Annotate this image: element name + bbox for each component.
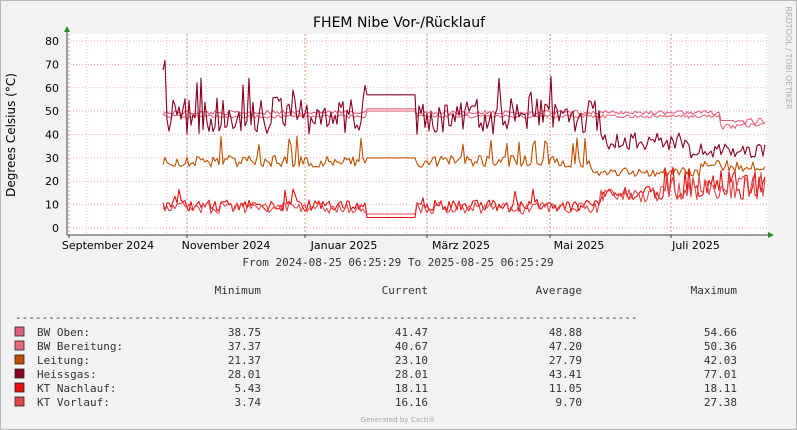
- series-line-heissgas: [162, 59, 766, 159]
- x-axis-arrow: [768, 232, 774, 238]
- legend-value-average: 27.79: [549, 354, 582, 367]
- legend-swatch: [14, 396, 25, 407]
- series-line-bw-oben: [162, 108, 766, 126]
- header-average: Average: [536, 284, 582, 297]
- legend-value-minimum: 21.37: [228, 354, 261, 367]
- legend-value-minimum: 3.74: [235, 396, 262, 409]
- x-tick-label: Mai 2025: [554, 239, 605, 252]
- header-current: Current: [382, 284, 428, 297]
- legend-value-current: 41.47: [395, 326, 428, 339]
- legend-value-current: 40.67: [395, 340, 428, 353]
- grid: [67, 34, 768, 235]
- legend-value-average: 11.05: [549, 382, 582, 395]
- legend-value-minimum: 5.43: [235, 382, 262, 395]
- x-tick-label: November 2024: [182, 239, 271, 252]
- series-layer: [162, 59, 766, 219]
- legend-value-average: 43.41: [549, 368, 582, 381]
- legend-label: KT Vorlauf:: [37, 396, 110, 409]
- legend-swatch: [14, 354, 25, 365]
- x-tick-label: Juli 2025: [671, 239, 720, 252]
- legend-value-minimum: 37.37: [228, 340, 261, 353]
- legend-swatch: [14, 382, 25, 393]
- legend-value-current: 18.11: [395, 382, 428, 395]
- legend-label: KT Nachlauf:: [37, 382, 116, 395]
- footer: Generated by Cacti®: [361, 416, 436, 424]
- x-tick-label: September 2024: [62, 239, 154, 252]
- legend-value-maximum: 50.36: [704, 340, 737, 353]
- legend-value-maximum: 54.66: [704, 326, 737, 339]
- legend: BW Oben: 38.75 41.47 48.88 54.66 BW Bereitung…: [14, 326, 737, 409]
- series-line-kt-vorlauf: [162, 172, 766, 215]
- date-range: From 2024-08-25 06:25:29 To 2025-08-25 0…: [242, 256, 553, 269]
- legend-value-average: 9.70: [556, 396, 583, 409]
- header-minimum: Minimum: [215, 284, 262, 297]
- chart-title: FHEM Nibe Vor-/Rücklauf: [313, 15, 486, 31]
- legend-value-average: 47.20: [549, 340, 582, 353]
- y-tick-label: 70: [45, 58, 59, 71]
- legend-label: BW Bereitung:: [37, 340, 123, 353]
- legend-swatch: [14, 326, 25, 337]
- legend-swatch: [14, 340, 25, 351]
- y-tick-label: 10: [45, 199, 59, 212]
- y-tick-label: 40: [45, 129, 59, 142]
- legend-value-average: 48.88: [549, 326, 582, 339]
- legend-value-maximum: 77.01: [704, 368, 737, 381]
- y-tick-label: 50: [45, 105, 59, 118]
- legend-value-current: 28.01: [395, 368, 428, 381]
- x-tick-label: März 2025: [432, 239, 490, 252]
- y-tick-label: 0: [52, 222, 59, 235]
- legend-value-current: 16.16: [395, 396, 428, 409]
- header-maximum: Maximum: [691, 284, 738, 297]
- legend-value-maximum: 27.38: [704, 396, 737, 409]
- legend-value-maximum: 42.03: [704, 354, 737, 367]
- y-axis-label: Degrees Celsius (°C): [4, 73, 18, 197]
- legend-value-minimum: 38.75: [228, 326, 261, 339]
- legend-value-maximum: 18.11: [704, 382, 737, 395]
- x-tick-label: Januar 2025: [310, 239, 378, 252]
- rrdtool-side-label: RRDTOOL / TOBI OETIKER: [784, 6, 793, 109]
- legend-value-current: 23.10: [395, 354, 428, 367]
- legend-label: Leitung:: [37, 354, 90, 367]
- series-line-kt-nachlauf: [162, 166, 766, 219]
- y-tick-label: 80: [45, 35, 59, 48]
- y-axis-arrow: [64, 26, 70, 32]
- legend-value-minimum: 28.01: [228, 368, 261, 381]
- legend-swatch: [14, 368, 25, 379]
- y-tick-label: 20: [45, 175, 59, 188]
- legend-label: Heissgas:: [37, 368, 97, 381]
- legend-label: BW Oben:: [37, 326, 90, 339]
- legend-divider: ----------------------------------------…: [15, 311, 638, 324]
- axes: 0 10 20 30 40 50 60 70 80 September 2024 November …: [45, 26, 774, 252]
- y-tick-label: 30: [45, 152, 59, 165]
- y-tick-label: 60: [45, 82, 59, 95]
